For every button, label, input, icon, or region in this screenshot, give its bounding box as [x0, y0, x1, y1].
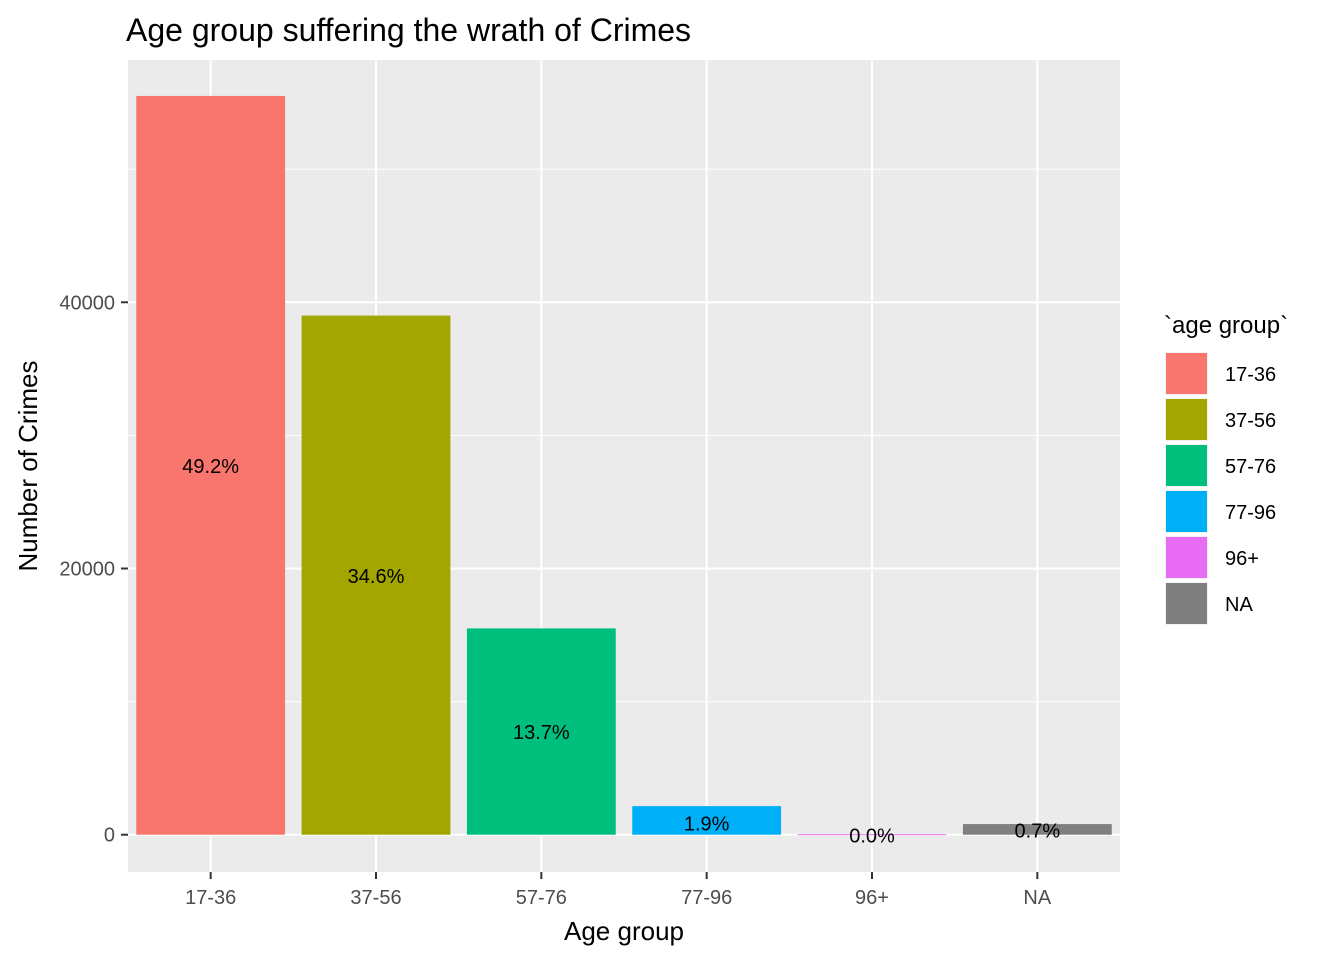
x-axis: 17-36 37-56 57-76 77-96 96+ NA [185, 872, 1052, 909]
legend-label: 17-36 [1225, 364, 1276, 386]
y-tick-label: 40000 [59, 292, 115, 314]
y-tick-label: 0 [104, 825, 115, 847]
bar-labels: 49.2% 34.6% 13.7% 1.9% 0.0% 0.7% [182, 456, 1060, 847]
bar [962, 824, 1112, 835]
legend-title: `age group` [1164, 312, 1288, 339]
bar [797, 834, 947, 836]
chart-title: Age group suffering the wrath of Crimes [126, 12, 691, 48]
legend-key [1166, 445, 1207, 486]
x-axis-title: Age group [564, 916, 684, 946]
legend-key [1166, 491, 1207, 532]
y-axis: 0 20000 40000 [59, 292, 128, 847]
bar-data-label: 0.7% [1015, 821, 1061, 843]
bar [632, 806, 782, 835]
bar [466, 628, 616, 835]
legend-label: 96+ [1225, 548, 1259, 570]
x-tick-label: 57-76 [516, 887, 567, 909]
bar-data-label: 49.2% [182, 456, 239, 478]
bar-data-label: 1.9% [684, 813, 730, 835]
bar-data-label: 0.0% [849, 825, 895, 847]
y-tick-label: 20000 [59, 558, 115, 580]
x-tick-label: 77-96 [681, 887, 732, 909]
x-tick-label: 37-56 [350, 887, 401, 909]
bar-data-label: 13.7% [513, 722, 570, 744]
y-axis-title: Number of Crimes [13, 361, 43, 572]
legend-label: 37-56 [1225, 410, 1276, 432]
bar [301, 315, 451, 835]
legend-key [1166, 583, 1207, 624]
x-tick-label: 96+ [855, 887, 889, 909]
legend-label: 77-96 [1225, 502, 1276, 524]
legend-label: NA [1225, 594, 1253, 616]
x-tick-label: 17-36 [185, 887, 236, 909]
legend-key [1166, 537, 1207, 578]
bar [136, 95, 286, 835]
bars [136, 95, 1112, 836]
legend-label: 57-76 [1225, 456, 1276, 478]
legend-key [1166, 399, 1207, 440]
grid-minor [128, 168, 1120, 703]
plot-panel [128, 60, 1120, 872]
legend: `age group` 17-36 37-56 57-76 77-96 96+ NA [1164, 312, 1288, 625]
x-tick-label: NA [1023, 887, 1051, 909]
legend-key [1166, 353, 1207, 394]
bar-data-label: 34.6% [348, 566, 405, 588]
